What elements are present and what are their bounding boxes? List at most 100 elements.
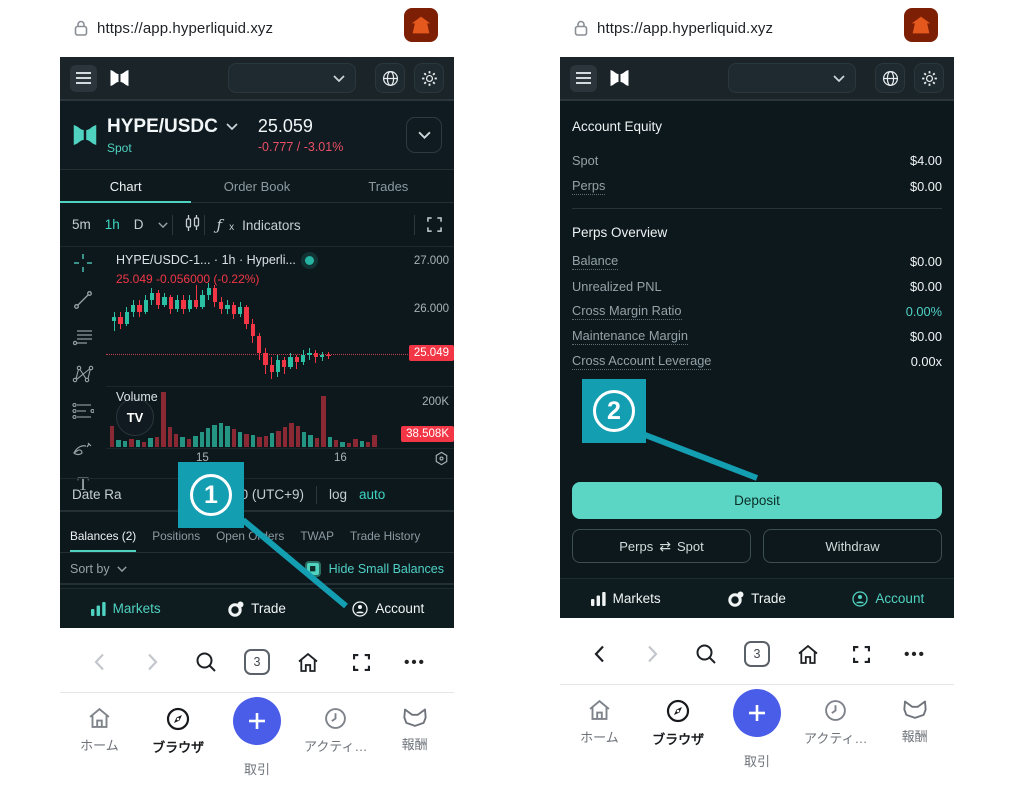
wallet-nav-trade[interactable]: 取引 — [725, 689, 789, 770]
fullscreen-button[interactable] — [347, 653, 377, 671]
settings-button[interactable] — [914, 63, 944, 93]
metamask-app-icon[interactable] — [904, 8, 938, 42]
sort-by-dropdown[interactable]: Sort by — [70, 562, 127, 576]
home-button[interactable] — [793, 644, 823, 665]
fullscreen-button[interactable] — [847, 645, 877, 663]
coin-select[interactable] — [228, 63, 356, 93]
url-bar[interactable]: https://app.hyperliquid.xyz — [60, 6, 454, 50]
row-value: $0.00 — [909, 329, 942, 344]
horizontal-lines-tool[interactable] — [71, 325, 95, 349]
text-tool[interactable]: T — [77, 474, 89, 495]
timeframe-5m[interactable]: 5m — [72, 217, 91, 232]
wallet-nav-trade[interactable]: 取引 — [225, 697, 289, 778]
settings-button[interactable] — [414, 63, 444, 93]
chevron-down-icon — [833, 74, 845, 82]
url-text[interactable]: https://app.hyperliquid.xyz — [597, 19, 774, 37]
tab-count-button[interactable]: 3 — [243, 649, 270, 675]
pair-name[interactable]: HYPE/USDC — [107, 115, 218, 137]
row-label[interactable]: Perps — [572, 177, 606, 195]
chevron-down-icon[interactable] — [157, 221, 168, 228]
projection-tool[interactable] — [71, 399, 95, 423]
wallet-nav-home[interactable]: ホーム — [67, 707, 131, 778]
price-chart[interactable]: T HYPE/USDC-1... · 1h · Hyperli... 25.04… — [60, 247, 454, 495]
row-label[interactable]: Maintenance Margin — [572, 328, 688, 345]
more-button[interactable]: ••• — [904, 645, 926, 663]
row-label[interactable]: Cross Margin Ratio — [572, 303, 682, 320]
search-button[interactable] — [691, 643, 721, 665]
chart-plot[interactable]: HYPE/USDC-1... · 1h · Hyperli... 25.049 … — [106, 247, 454, 472]
hyperliquid-logo[interactable] — [108, 70, 131, 86]
expand-ticker-button[interactable] — [406, 117, 442, 153]
withdraw-button[interactable]: Withdraw — [763, 529, 942, 563]
deposit-button[interactable]: Deposit — [572, 482, 942, 519]
drawing-tools: T — [60, 251, 106, 497]
nav-markets[interactable]: Markets — [60, 601, 191, 616]
account-icon — [352, 600, 369, 617]
nav-trade[interactable]: Trade — [691, 591, 822, 607]
crosshair-tool[interactable] — [71, 251, 95, 275]
tradingview-logo[interactable]: TV — [116, 398, 154, 436]
add-button[interactable] — [232, 697, 281, 745]
url-text[interactable]: https://app.hyperliquid.xyz — [97, 19, 274, 37]
log-scale-toggle[interactable]: log — [328, 487, 347, 502]
hide-small-balances-label[interactable]: Hide Small Balances — [328, 562, 444, 576]
nav-trade[interactable]: Trade — [191, 601, 322, 617]
menu-button[interactable] — [570, 64, 597, 92]
add-button[interactable] — [732, 689, 781, 737]
divider — [572, 208, 942, 209]
metamask-app-icon[interactable] — [404, 8, 438, 42]
wallet-nav-rewards[interactable]: 報酬 — [383, 707, 447, 778]
coin-select[interactable] — [728, 63, 856, 93]
url-bar[interactable]: https://app.hyperliquid.xyz — [560, 6, 954, 50]
market-type-badge: Spot — [107, 140, 132, 155]
perps-spot-transfer-button[interactable]: Perps ⇄ Spot — [572, 529, 751, 563]
metamask-glyph — [911, 16, 931, 34]
indicators-button[interactable]: ƒ x Indicators — [216, 215, 301, 234]
price-scale-settings-icon[interactable] — [434, 451, 449, 466]
tab-order-book[interactable]: Order Book — [223, 178, 291, 194]
home-icon — [89, 707, 110, 728]
pattern-tool[interactable] — [71, 362, 95, 386]
row-label[interactable]: Cross Account Leverage — [572, 353, 712, 370]
tab-count-button[interactable]: 3 — [743, 641, 770, 667]
tab-chart[interactable]: Chart — [60, 170, 192, 203]
auto-scale-toggle[interactable]: auto — [358, 487, 386, 502]
trendline-tool[interactable] — [71, 288, 95, 312]
forward-button[interactable] — [137, 653, 167, 671]
pair-block[interactable]: HYPE/USDC Spot — [107, 116, 238, 155]
more-button[interactable]: ••• — [404, 653, 426, 671]
fullscreen-icon[interactable] — [427, 217, 442, 232]
candle-style-button[interactable] — [185, 214, 200, 235]
row-label[interactable]: Balance — [572, 253, 619, 270]
hide-small-balances-checkbox[interactable]: ■ — [304, 561, 321, 577]
forward-button[interactable] — [637, 645, 667, 663]
language-button[interactable] — [875, 63, 905, 93]
brush-tool[interactable] — [71, 436, 95, 460]
nav-account[interactable]: Account — [823, 590, 954, 607]
nav-account[interactable]: Account — [323, 600, 454, 617]
search-button[interactable] — [191, 651, 221, 673]
date-range-button[interactable]: Date Ra — [72, 487, 122, 502]
timeframe-1h[interactable]: 1h — [104, 217, 120, 232]
row-value: 0.00x — [910, 354, 942, 369]
menu-button[interactable] — [70, 64, 97, 92]
wallet-nav-activity[interactable]: アクティ… — [804, 699, 868, 770]
tab-balances[interactable]: Balances (2) — [70, 520, 137, 552]
tab-trade-history[interactable]: Trade History — [349, 529, 421, 543]
tab-twap[interactable]: TWAP — [300, 529, 334, 543]
wallet-nav-activity[interactable]: アクティ… — [304, 707, 368, 778]
home-button[interactable] — [293, 652, 323, 673]
wallet-nav-browser[interactable]: ブラウザ — [646, 699, 710, 770]
wallet-nav-home[interactable]: ホーム — [567, 699, 631, 770]
wallet-nav-browser[interactable]: ブラウザ — [146, 707, 210, 778]
hyperliquid-logo[interactable] — [608, 70, 631, 86]
tab-positions[interactable]: Positions — [152, 529, 201, 543]
nav-markets[interactable]: Markets — [560, 591, 691, 606]
language-button[interactable] — [375, 63, 405, 93]
back-button[interactable] — [584, 645, 614, 663]
timeframe-d[interactable]: D — [133, 217, 144, 232]
back-button[interactable] — [84, 653, 114, 671]
wallet-nav-rewards[interactable]: 報酬 — [883, 699, 947, 770]
app-bottom-nav: Markets Trade Account — [60, 588, 454, 628]
tab-trades[interactable]: Trades — [368, 178, 409, 194]
